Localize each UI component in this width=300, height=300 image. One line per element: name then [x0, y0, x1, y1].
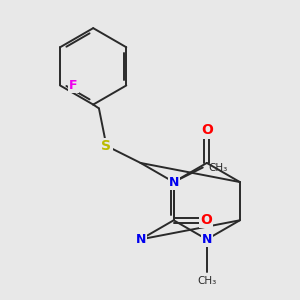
Text: N: N: [135, 233, 146, 246]
Text: N: N: [169, 176, 179, 189]
Text: CH₃: CH₃: [197, 276, 216, 286]
Text: O: O: [200, 213, 212, 227]
Text: O: O: [201, 124, 213, 137]
Text: F: F: [69, 79, 78, 92]
Text: CH₃: CH₃: [208, 163, 228, 172]
Text: N: N: [202, 233, 212, 246]
Text: S: S: [101, 139, 111, 153]
